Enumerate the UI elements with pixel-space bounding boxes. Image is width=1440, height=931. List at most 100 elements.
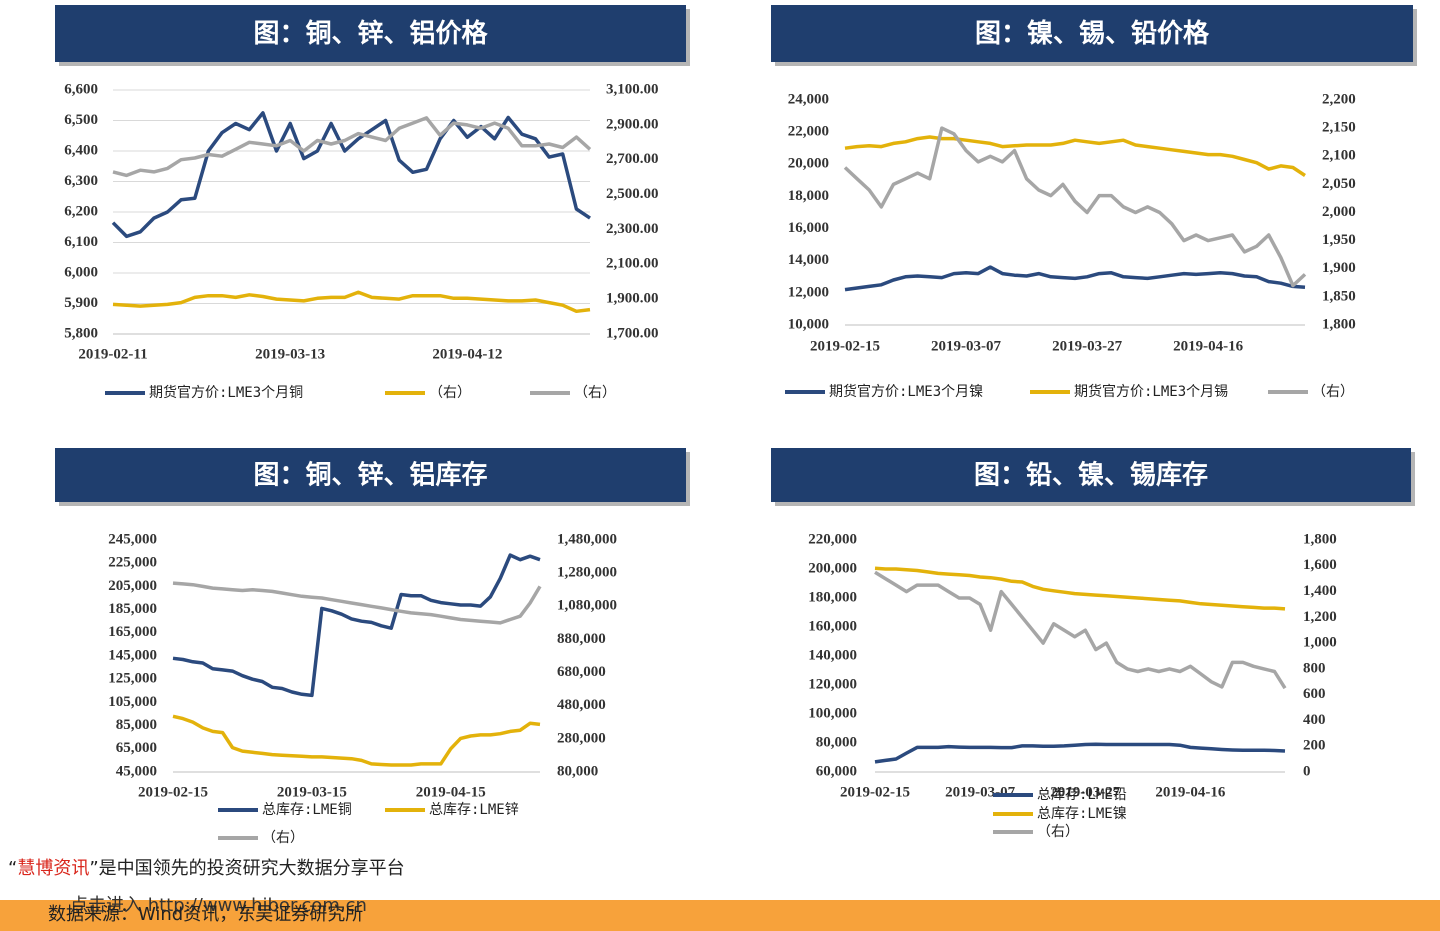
series-line — [172, 581, 542, 625]
y2-tick-label: 2,700.00 — [606, 151, 659, 167]
y2-tick-label: 1,900.00 — [606, 291, 659, 307]
y-tick-label: 6,400 — [64, 142, 98, 158]
legend-label: （右） — [429, 385, 471, 401]
series-line — [844, 265, 1306, 292]
x-tick-label: 2019-02-15 — [138, 784, 208, 800]
y-tick-label: 5,900 — [64, 295, 98, 311]
banner — [771, 448, 1411, 502]
y-tick-label: 45,000 — [116, 763, 157, 779]
y2-tick-label: 2,000 — [1322, 204, 1356, 220]
y2-tick-label: 1,200 — [1303, 609, 1337, 625]
x-tick-label: 2019-03-15 — [277, 784, 347, 800]
chart-title: 图：镍、锡、铅价格 — [975, 18, 1210, 49]
legend-label: （右） — [1312, 384, 1354, 400]
y2-tick-label: 1,950 — [1322, 232, 1356, 248]
series-line — [874, 566, 1286, 611]
series-line — [874, 742, 1286, 764]
banner — [55, 448, 686, 502]
chart-title: 图：铜、锌、铝库存 — [253, 461, 487, 491]
y-tick-label: 185,000 — [108, 601, 157, 617]
y2-tick-label: 1,700.00 — [606, 325, 659, 341]
y-tick-label: 145,000 — [108, 647, 157, 663]
series-line — [112, 116, 592, 178]
legend-label: 总库存:LME铜 — [262, 802, 352, 818]
y-tick-label: 12,000 — [788, 284, 829, 300]
y-tick-label: 200,000 — [808, 560, 857, 576]
y2-tick-label: 1,800 — [1322, 316, 1356, 332]
banner — [55, 5, 686, 62]
legend-label: （右） — [574, 385, 616, 401]
footer-source: 数据来源：Wind资讯，东吴证券研究所 — [48, 904, 363, 925]
x-tick-label: 2019-03-27 — [1050, 784, 1120, 800]
x-tick-label: 2019-02-11 — [78, 346, 147, 362]
tagline: 是中国领先的投资研究大数据分享平台 — [99, 858, 405, 879]
y2-tick-label: 200 — [1303, 738, 1326, 754]
y-tick-label: 22,000 — [788, 124, 829, 140]
y-tick-label: 105,000 — [108, 694, 157, 710]
series-line — [874, 570, 1287, 690]
x-tick-label: 2019-04-12 — [432, 346, 502, 362]
series-line — [844, 135, 1306, 177]
x-tick-label: 2019-03-13 — [255, 346, 325, 362]
y-tick-label: 160,000 — [808, 618, 857, 634]
y-tick-label: 85,000 — [116, 717, 157, 733]
y2-tick-label: 1,000 — [1303, 635, 1337, 651]
y-tick-label: 6,600 — [64, 81, 98, 97]
footer-link[interactable]: 点击进入 http://www.hibor.com.cn — [70, 895, 367, 916]
y2-tick-label: 2,900.00 — [606, 116, 659, 132]
y2-tick-label: 0 — [1303, 763, 1311, 779]
y-tick-label: 100,000 — [808, 705, 857, 721]
y-tick-label: 5,800 — [64, 325, 98, 341]
legend-label: 总库存:LME锌 — [429, 802, 519, 818]
y-tick-label: 65,000 — [116, 740, 157, 756]
legend-label: （右） — [1037, 824, 1079, 840]
y-tick-label: 14,000 — [788, 252, 829, 268]
y2-tick-label: 1,480,000 — [557, 531, 617, 547]
y-tick-label: 140,000 — [808, 647, 857, 663]
series-line — [172, 553, 541, 698]
y-tick-label: 16,000 — [788, 220, 829, 236]
y2-tick-label: 2,500.00 — [606, 186, 659, 202]
y2-tick-label: 2,100.00 — [606, 256, 659, 272]
y-tick-label: 120,000 — [808, 676, 857, 692]
y-tick-label: 180,000 — [808, 589, 857, 605]
series-line — [111, 111, 591, 239]
y-tick-label: 10,000 — [788, 316, 829, 332]
y2-tick-label: 2,050 — [1322, 176, 1356, 192]
y-tick-label: 24,000 — [788, 91, 829, 107]
series-line — [843, 126, 1307, 288]
y2-tick-label: 2,300.00 — [606, 221, 659, 237]
y2-tick-label: 680,000 — [557, 664, 606, 680]
series-line — [172, 714, 541, 767]
y2-tick-label: 1,900 — [1322, 260, 1356, 276]
y2-tick-label: 1,600 — [1303, 557, 1337, 573]
legend-label: 期货官方价:LME3个月镍 — [829, 383, 983, 400]
chart-title: 图：铅、镍、锡库存 — [974, 461, 1208, 491]
y-tick-label: 6,500 — [64, 112, 98, 128]
y-tick-label: 205,000 — [108, 578, 157, 594]
y-tick-label: 6,000 — [64, 264, 98, 280]
y2-tick-label: 800 — [1303, 660, 1326, 676]
y2-tick-label: 1,400 — [1303, 583, 1337, 599]
y-tick-label: 6,100 — [64, 234, 98, 250]
footer-band — [0, 900, 1440, 931]
y-tick-label: 6,200 — [64, 203, 98, 219]
x-tick-label: 2019-02-15 — [840, 784, 910, 800]
y2-tick-label: 1,280,000 — [557, 565, 617, 581]
x-tick-label: 2019-03-07 — [945, 784, 1015, 800]
footer-tagline: “慧博资讯”是中国领先的投资研究大数据分享平台 — [8, 858, 405, 879]
y2-tick-label: 600 — [1303, 686, 1326, 702]
x-tick-label: 2019-04-16 — [1155, 784, 1225, 800]
legend-label: 期货官方价:LME3个月锡 — [1074, 383, 1228, 400]
y2-tick-label: 3,100.00 — [606, 81, 659, 97]
y2-tick-label: 1,800 — [1303, 531, 1337, 547]
y-tick-label: 6,300 — [64, 173, 98, 189]
x-tick-label: 2019-04-15 — [416, 784, 486, 800]
legend-label: 总库存:LME铅 — [1037, 787, 1127, 803]
y-tick-label: 165,000 — [108, 624, 157, 640]
y-tick-label: 20,000 — [788, 156, 829, 172]
y-tick-label: 220,000 — [808, 531, 857, 547]
legend-label: 总库存:LME镍 — [1037, 806, 1127, 822]
y2-tick-label: 880,000 — [557, 631, 606, 647]
y2-tick-label: 280,000 — [557, 730, 606, 746]
